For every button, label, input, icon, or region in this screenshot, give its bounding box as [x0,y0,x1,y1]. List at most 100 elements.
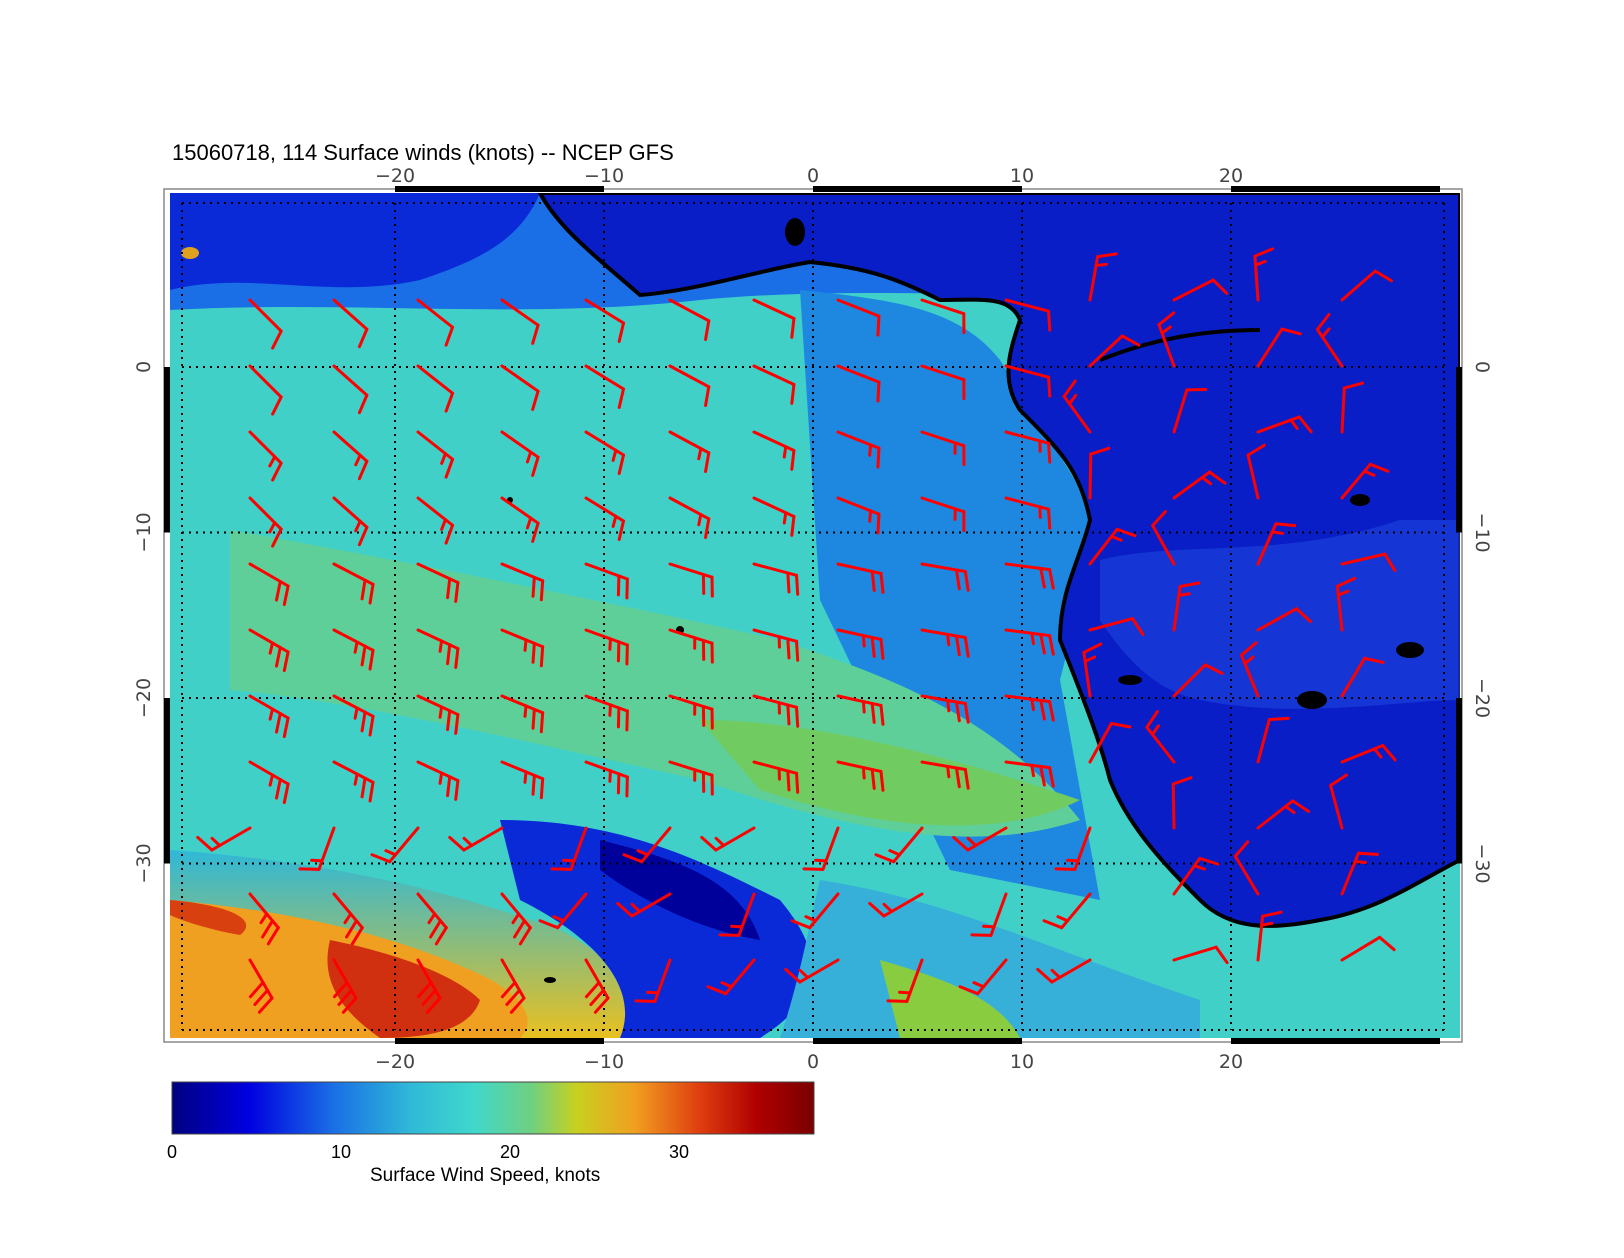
graticule [181,202,1445,1031]
wind-barb [332,364,369,415]
wind-barb [1088,617,1145,636]
wind-barb [920,562,970,592]
wind-barb [868,892,924,918]
wind-barb [1172,581,1201,632]
wind-barb [1151,510,1176,566]
wind-barb [416,496,455,545]
wind-barb [752,364,796,405]
wind-barb [248,628,290,673]
wind-barb [584,958,610,1014]
wind-barb [752,496,796,537]
wind-barb [1256,910,1283,962]
latitude-label-left: −20 [133,678,155,718]
wind-barb [1340,269,1394,302]
wind-barb [1335,576,1357,632]
wind-barb [248,562,290,607]
wind-barb [1004,628,1055,656]
wind-barb [920,628,970,658]
wind-barb [248,364,283,416]
wind-barb [668,562,714,598]
colorbar-tick-label: 30 [668,1142,690,1162]
wind-barb [1340,381,1365,434]
wind-speed-field [170,193,1460,1038]
wind-barb [668,364,711,407]
wind-barb [886,958,924,1003]
wind-barb [1172,278,1229,302]
longitude-label-top: 0 [807,165,819,187]
wind-barb [584,364,625,410]
wind-barb [1253,247,1274,302]
wind-barb [1004,562,1055,590]
longitude-label-bottom: 20 [1219,1051,1243,1073]
wind-barb [1256,716,1290,764]
latitude-label-right: 0 [1471,361,1493,373]
wind-barb [802,826,840,871]
wind-barb [1233,840,1260,896]
latitude-label-right: −30 [1471,843,1493,883]
wind-barb [634,958,672,1003]
wind-barb [332,496,369,547]
wind-barb [584,496,625,542]
wind-barb [752,298,796,339]
wind-barb [1004,430,1052,464]
wind-barb [1082,642,1103,698]
axis-bar [1231,186,1440,192]
wind-barb [1256,799,1310,830]
wind-barb [784,958,840,984]
wind-barbs [196,247,1397,1014]
wind-barb [1340,462,1390,500]
wind-barb [668,298,711,341]
wind-barb [1004,298,1052,332]
wind-barb [332,958,358,1014]
wind-barb [1172,945,1229,965]
wind-barb [1340,656,1385,698]
wind-barb [416,298,455,347]
wind-barb [370,826,420,864]
wind-barb [790,892,840,930]
latitude-label-right: −20 [1471,678,1493,718]
wind-barb [500,958,526,1014]
axis-bar [813,1038,1022,1044]
map-axes: −20 −20 −10 −10 0 0 10 10 20 20 0 0 −10 −10 −20 −20 −30 −… [133,165,1493,1073]
colorbar-tick-label: 0 [166,1142,178,1162]
longitude-label-top: 10 [1010,165,1034,187]
wind-barb [332,298,369,349]
wind-barb [836,430,881,469]
axis-bar [164,698,170,864]
wind-barb [584,760,629,798]
wind-barb [416,958,442,1014]
map-title: 15060718, 114 Surface winds (knots) -- N… [172,140,674,165]
latitude-label-left: 0 [133,361,155,373]
longitude-label-top: −20 [375,165,415,187]
wind-barb [1157,311,1176,368]
wind-barb [416,628,460,669]
wind-barb [248,430,283,482]
wind-barb [332,892,364,946]
wind-barb [668,694,714,730]
wind-barb [752,760,800,794]
wind-barb [332,694,375,737]
wind-barb [584,430,625,476]
wind-barb [718,892,756,937]
colorbar-tick-label: 10 [330,1142,352,1162]
wind-barb [248,760,290,805]
wind-barb [416,562,460,603]
wind-barb [1004,694,1055,722]
latitude-label-left: −30 [133,843,155,883]
wind-barb [332,562,375,605]
wind-barb [248,694,290,739]
wind-barb [500,430,540,477]
wind-barb [700,826,756,852]
wind-barb [1172,856,1220,896]
wind-barb [1172,663,1224,698]
wind-barb [332,430,369,481]
wind-barb [1340,851,1379,896]
wind-barb [622,826,672,864]
wind-barb [298,826,336,871]
wind-barb [500,760,545,800]
wind-barb [1256,415,1313,434]
wind-barb [196,826,252,852]
wind-barb [836,298,881,337]
wind-barb [752,694,800,728]
wind-barb [668,760,714,796]
